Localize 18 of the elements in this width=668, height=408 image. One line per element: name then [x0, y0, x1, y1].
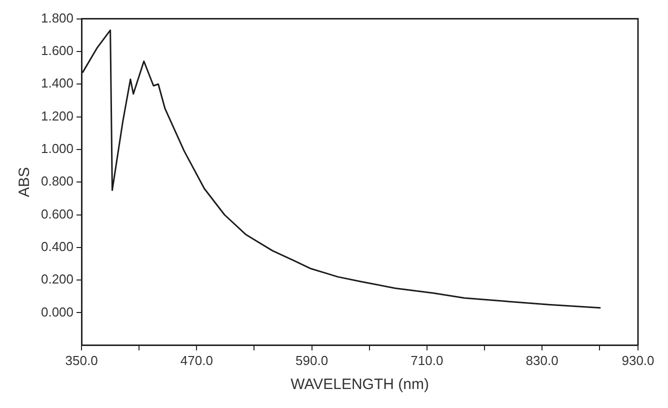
y-tick-label: 0.800: [40, 174, 74, 189]
x-axis-title: WAVELENGTH (nm): [290, 376, 429, 394]
y-tick-label: 1.800: [40, 10, 74, 26]
y-axis-title: ABS: [16, 167, 34, 198]
y-tick-label: 1.000: [40, 141, 74, 156]
y-tick-label: 1.400: [40, 76, 74, 91]
y-tick-label: 0.000: [40, 304, 74, 320]
y-tick-label: 1.200: [40, 108, 74, 124]
y-tick-label: 0.200: [40, 272, 74, 287]
y-tick-label: 1.600: [40, 43, 74, 58]
x-tick-label: 470.0: [180, 352, 213, 368]
x-tick-label: 350.0: [65, 352, 98, 368]
x-tick-label: 930.0: [622, 352, 654, 368]
x-tick-label: 830.0: [526, 352, 558, 368]
x-tick-label: 710.0: [410, 352, 444, 368]
y-tick-label: 0.600: [40, 206, 74, 222]
x-tick-label: 590.0: [296, 352, 328, 368]
y-tick-label: 0.400: [40, 239, 74, 254]
